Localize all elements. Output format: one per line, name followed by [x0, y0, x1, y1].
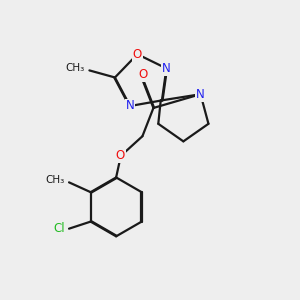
Text: O: O: [116, 148, 125, 162]
Text: O: O: [133, 48, 142, 61]
Text: CH₃: CH₃: [46, 176, 65, 185]
Text: N: N: [126, 100, 134, 112]
Text: CH₃: CH₃: [65, 63, 85, 74]
Text: Cl: Cl: [53, 222, 65, 235]
Text: N: N: [196, 88, 205, 101]
Text: O: O: [139, 68, 148, 82]
Text: N: N: [162, 62, 171, 75]
